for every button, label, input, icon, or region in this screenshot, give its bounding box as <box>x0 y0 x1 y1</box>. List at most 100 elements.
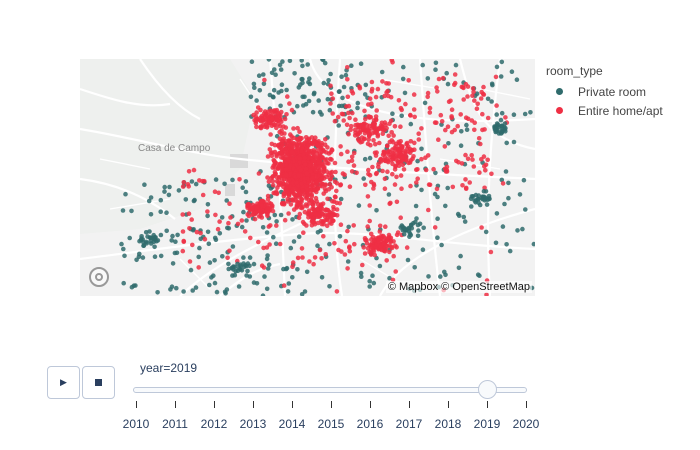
listing-point <box>283 167 289 172</box>
listing-point <box>489 171 494 177</box>
slider-tick[interactable] <box>526 401 527 408</box>
slider-tick-label[interactable]: 2014 <box>278 417 306 431</box>
slider-tick[interactable] <box>409 401 410 408</box>
listing-point <box>252 85 257 90</box>
listing-point <box>288 245 294 251</box>
slider-rail[interactable] <box>133 387 527 393</box>
listing-point <box>347 245 352 251</box>
listing-point <box>183 197 189 202</box>
slider-tick-label[interactable]: 2016 <box>356 417 384 431</box>
slider-tick-label[interactable]: 2018 <box>434 417 462 431</box>
slider-tick[interactable] <box>370 401 371 408</box>
map-canvas[interactable]: Casa de Campo <box>80 59 535 296</box>
legend-item-private-room[interactable]: Private room <box>546 82 663 101</box>
listing-point <box>339 74 344 79</box>
listing-point <box>415 233 421 239</box>
listing-point <box>384 258 390 263</box>
listing-point <box>349 63 354 68</box>
listing-point <box>476 196 481 202</box>
listing-point <box>300 80 305 86</box>
listing-point <box>367 218 373 224</box>
listing-point <box>256 171 262 176</box>
listing-point <box>200 192 206 198</box>
listing-point <box>122 253 127 259</box>
slider-tick[interactable] <box>175 401 176 408</box>
slider-tick-label[interactable]: 2020 <box>512 417 540 431</box>
slider-tick-label[interactable]: 2013 <box>239 417 267 431</box>
listing-point <box>321 234 326 239</box>
slider-tick-label[interactable]: 2011 <box>162 417 188 431</box>
listing-point <box>306 98 312 104</box>
listing-point <box>248 235 253 241</box>
slider-tick[interactable] <box>448 401 449 408</box>
listing-point <box>408 183 413 189</box>
slider-tick-label[interactable]: 2010 <box>122 417 150 431</box>
listing-point <box>470 93 475 98</box>
listing-point <box>269 141 275 147</box>
listing-point <box>393 164 398 169</box>
listing-point <box>443 127 448 133</box>
play-button[interactable]: ▶ <box>47 366 80 399</box>
listing-point <box>321 221 326 227</box>
listing-point <box>433 170 438 176</box>
listing-point <box>469 204 474 209</box>
listing-point <box>252 216 258 222</box>
listing-point <box>190 288 195 293</box>
slider-tick-label[interactable]: 2017 <box>395 417 423 431</box>
slider-tick[interactable] <box>214 401 215 408</box>
stop-button[interactable] <box>82 366 115 399</box>
slider-tick-label[interactable]: 2015 <box>317 417 345 431</box>
listing-point <box>214 289 220 295</box>
listing-point <box>390 60 395 65</box>
slider-tick[interactable] <box>253 401 254 408</box>
listing-point <box>185 182 191 187</box>
listing-point <box>205 202 211 207</box>
listing-point <box>435 194 440 200</box>
listing-point <box>392 182 398 187</box>
listing-point <box>278 67 284 72</box>
listing-point <box>158 232 164 238</box>
listing-point <box>302 176 308 181</box>
listing-point <box>322 164 327 170</box>
map-area[interactable]: Casa de Campo © Mapbox © OpenStreetMap <box>80 59 535 296</box>
listing-point <box>483 168 488 173</box>
slider-tick-label[interactable]: 2019 <box>473 417 501 431</box>
listing-point <box>119 241 124 247</box>
listing-point <box>256 214 262 219</box>
listing-point <box>175 232 180 238</box>
listing-point <box>399 186 404 191</box>
listing-point <box>299 181 304 187</box>
map-attribution[interactable]: © Mapbox © OpenStreetMap <box>385 281 532 293</box>
listing-point <box>270 94 276 99</box>
listing-point <box>346 103 352 109</box>
listing-point <box>254 124 259 130</box>
listing-point <box>146 198 152 204</box>
legend-item-entire-home[interactable]: Entire home/apt <box>546 101 663 120</box>
listing-point <box>274 223 279 228</box>
listing-point <box>415 158 420 164</box>
listing-point <box>241 209 246 215</box>
slider-handle[interactable] <box>477 380 497 399</box>
listing-point <box>435 216 440 221</box>
listing-point <box>196 265 201 270</box>
listing-point <box>158 209 163 214</box>
listing-point <box>329 91 334 96</box>
listing-point <box>312 139 318 144</box>
listing-point <box>482 127 487 132</box>
listing-point <box>367 155 373 161</box>
listing-point <box>328 176 333 182</box>
listing-point <box>470 86 476 91</box>
slider-tick[interactable] <box>292 401 293 408</box>
slider-tick-label[interactable]: 2012 <box>200 417 228 431</box>
listing-point <box>373 125 378 130</box>
listing-point <box>399 107 405 113</box>
listing-point <box>386 133 392 139</box>
slider-tick[interactable] <box>331 401 332 408</box>
listing-point <box>296 234 302 239</box>
listing-point <box>260 293 266 296</box>
slider-tick[interactable] <box>136 401 137 408</box>
listing-point <box>499 110 505 116</box>
listing-point <box>500 181 506 186</box>
listing-point <box>373 117 379 123</box>
slider-tick[interactable] <box>487 401 488 408</box>
